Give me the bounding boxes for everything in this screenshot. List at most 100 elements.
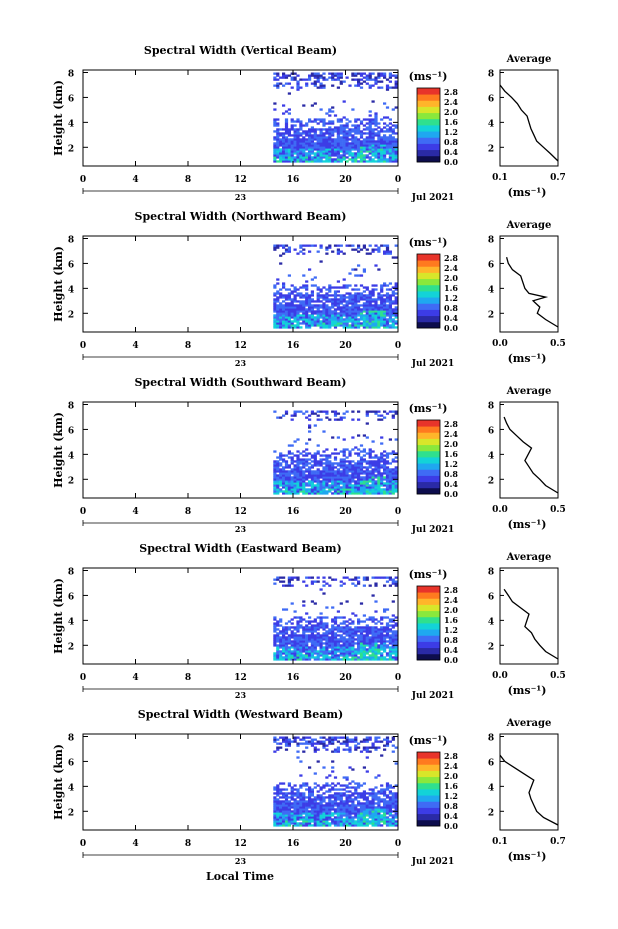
heatmap-cell	[357, 138, 361, 141]
heatmap-cell	[371, 618, 375, 621]
heatmap-cell	[302, 580, 306, 583]
heatmap-cell	[394, 580, 398, 583]
heatmap-cell	[385, 476, 390, 479]
heatmap-cell	[388, 578, 392, 581]
heatmap-cell	[359, 464, 364, 467]
heatmap-cell	[290, 626, 294, 629]
heatmap-cell	[342, 470, 346, 473]
heatmap-cell	[316, 798, 320, 801]
heatmap-cell	[365, 738, 369, 741]
heatmap-cell	[380, 318, 384, 321]
heatmap-cell	[308, 430, 312, 433]
x-tick-label: 8	[185, 507, 191, 517]
heatmap-cell	[377, 806, 381, 809]
heatmap-cell	[308, 824, 312, 827]
heatmap-cell	[282, 158, 286, 161]
heatmap-cell	[362, 658, 366, 661]
colorbar-tick-label: 1.2	[444, 127, 458, 137]
heatmap-cell	[377, 320, 381, 323]
heatmap-cell	[316, 460, 320, 463]
heatmap-cell	[290, 788, 294, 791]
heatmap-cell	[351, 794, 355, 797]
heatmap-cell	[365, 796, 369, 799]
heatmap-cell	[331, 618, 335, 621]
colorbar-tick-label: 1.2	[444, 293, 458, 303]
heatmap-cell	[394, 820, 398, 823]
heatmap-cell	[302, 320, 306, 323]
heatmap-cell	[359, 444, 364, 447]
heatmap-cell	[273, 816, 277, 819]
heatmap-cell	[339, 156, 343, 159]
heatmap-cell	[273, 122, 277, 125]
heatmap-cell	[394, 284, 398, 287]
heatmap-cell	[394, 582, 398, 585]
heatmap-cell	[290, 740, 294, 743]
heatmap-cell	[322, 656, 326, 659]
heatmap-cell	[333, 796, 338, 799]
heatmap-cell	[276, 482, 280, 485]
heatmap-cell	[357, 650, 361, 653]
heatmap-cell	[357, 460, 361, 463]
heatmap-cell	[365, 746, 369, 749]
heatmap-cell	[308, 78, 312, 81]
heatmap-cell	[308, 132, 312, 135]
avg-title: Average	[506, 718, 552, 729]
heatmap-cell	[342, 136, 346, 139]
heatmap-cell	[290, 618, 294, 621]
heatmap-cell	[339, 136, 343, 139]
heatmap-cell	[276, 310, 280, 313]
heatmap-cell	[333, 128, 338, 131]
heatmap-cell	[305, 84, 309, 87]
heatmap-cell	[276, 160, 280, 163]
heatmap-cell	[345, 490, 349, 493]
heatmap-cell	[342, 812, 346, 815]
heatmap-cell	[336, 750, 340, 753]
heatmap-cell	[287, 298, 291, 301]
heatmap-cell	[354, 782, 358, 785]
heatmap-cell	[383, 610, 387, 613]
heatmap-cell	[296, 644, 300, 647]
heatmap-cell	[394, 460, 398, 463]
heatmap-cell	[328, 454, 332, 457]
heatmap-cell	[290, 154, 294, 157]
heatmap-cell	[371, 482, 375, 485]
heatmap-cell	[377, 304, 381, 307]
heatmap-cell	[362, 614, 366, 617]
heatmap-cell	[276, 490, 280, 493]
heatmap-cell	[305, 652, 309, 655]
heatmap-cell	[308, 136, 312, 139]
avg-x-label: (ms⁻¹)	[508, 352, 547, 365]
heatmap-cell	[385, 820, 390, 823]
heatmap-cell	[310, 794, 314, 797]
heatmap-cell	[296, 132, 300, 135]
heatmap-cell	[299, 822, 303, 825]
heatmap-cell	[336, 484, 340, 487]
heatmap-cell	[345, 820, 349, 823]
heatmap-cell	[293, 480, 297, 483]
heatmap-cell	[328, 824, 332, 827]
heatmap-cell	[284, 748, 289, 751]
heatmap-cell	[331, 250, 335, 253]
heatmap-cell	[339, 80, 343, 83]
heatmap-cell	[354, 152, 358, 155]
heatmap-cell	[377, 80, 381, 83]
heatmap-cell	[322, 86, 326, 89]
heatmap-cell	[333, 482, 338, 485]
heatmap-cell	[388, 490, 392, 493]
heatmap-cell	[351, 648, 355, 651]
heatmap-cell	[287, 470, 291, 473]
heatmap-cell	[308, 814, 312, 817]
heatmap-cell	[368, 656, 372, 659]
heatmap-cell	[299, 306, 303, 309]
heatmap-cell	[284, 632, 289, 635]
heatmap-cell	[359, 820, 364, 823]
heatmap-cell	[365, 146, 369, 149]
heatmap-cell	[371, 128, 375, 131]
heatmap-cell	[391, 410, 395, 413]
heatmap-cell	[325, 480, 329, 483]
heatmap-cell	[290, 138, 294, 141]
heatmap-cell	[357, 808, 361, 811]
heatmap-cell	[380, 158, 384, 161]
heatmap-cell	[383, 798, 387, 801]
heatmap-cell	[279, 632, 283, 635]
